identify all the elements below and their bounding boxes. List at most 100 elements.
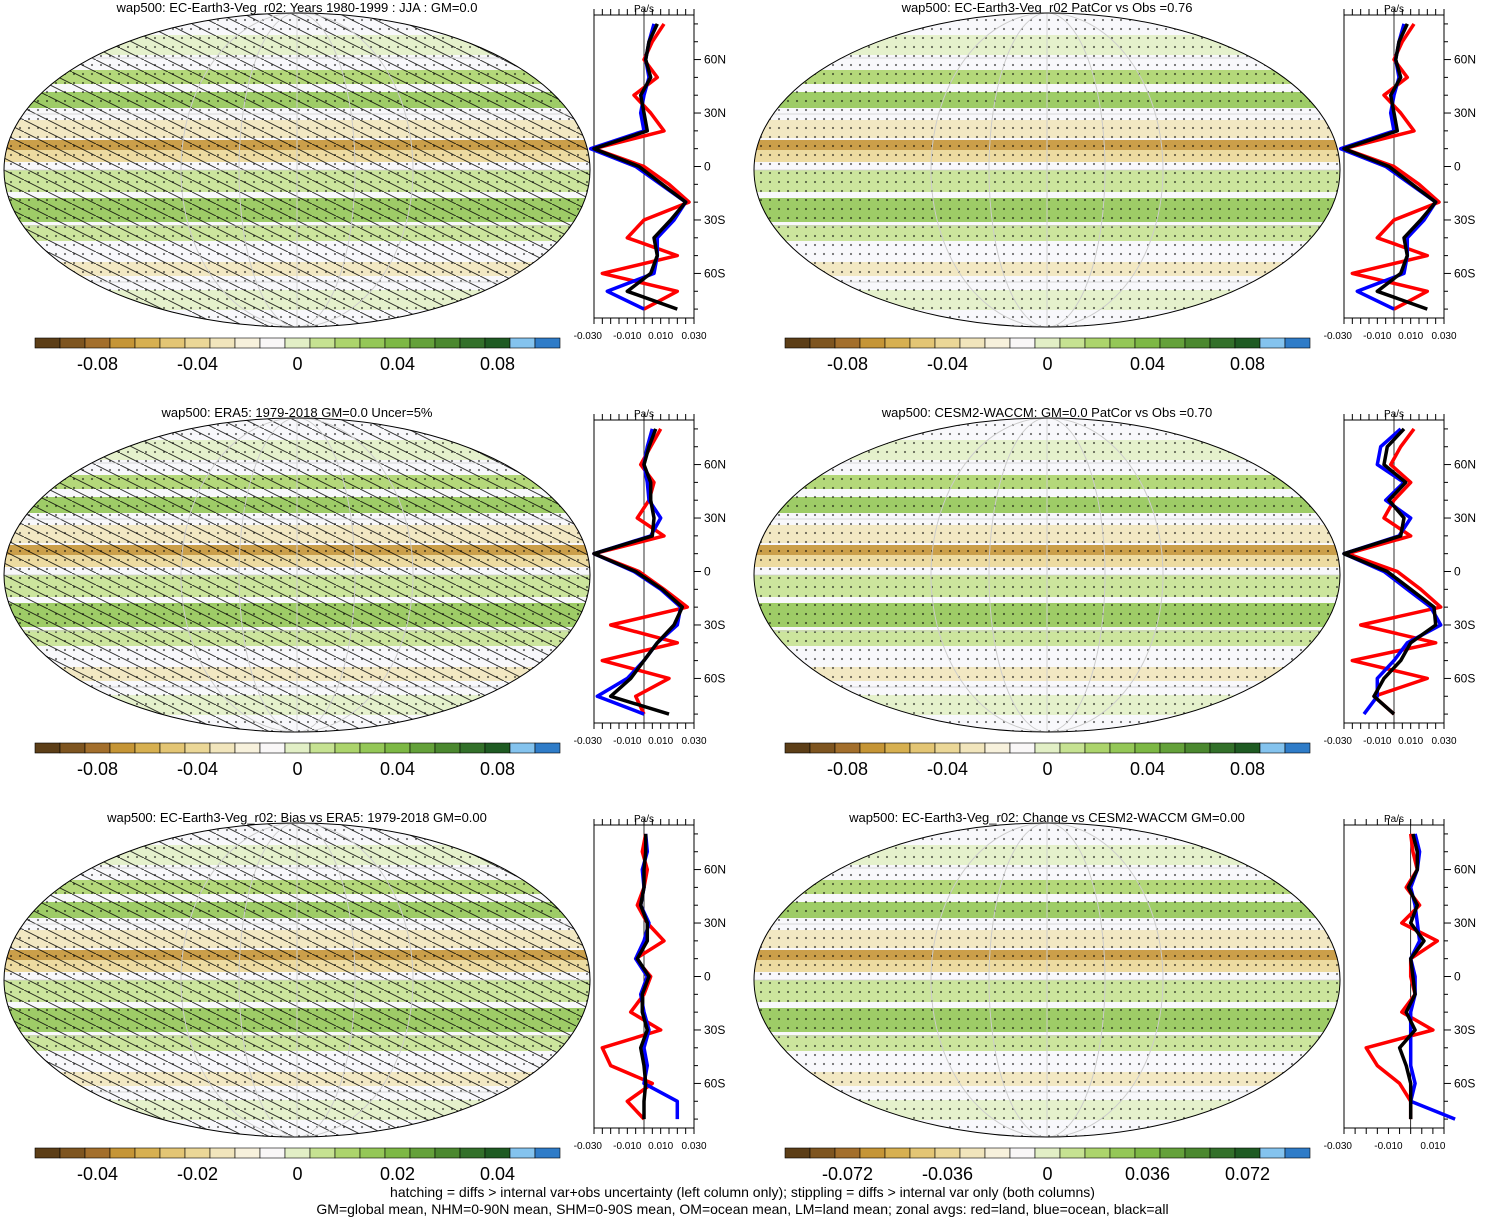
colorbar-label: 0.04 <box>380 759 415 779</box>
colorbar-swatch <box>184 742 211 754</box>
colorbar-swatch <box>534 1147 561 1159</box>
colorbar-swatch <box>1234 337 1261 349</box>
colorbar-swatch <box>1009 1147 1036 1159</box>
footer-note-legend: GM=global mean, NHM=0-90N mean, SHM=0-90… <box>316 1201 1169 1217</box>
colorbar-swatch <box>384 1147 411 1159</box>
colorbar-swatch <box>1284 337 1311 349</box>
colorbar-swatch <box>209 1147 236 1159</box>
colorbar: -0.08 -0.04 0 0.04 0.08 <box>34 337 561 374</box>
profile-ytick-label: 60N <box>1454 458 1476 472</box>
colorbar-swatch <box>409 337 436 349</box>
colorbar-swatch <box>259 337 286 349</box>
colorbar-swatch <box>334 337 361 349</box>
colorbar-swatch <box>384 742 411 754</box>
profile-ytick-label: 0 <box>1454 160 1461 174</box>
panel-title: wap500: EC-Earth3-Veg_r02 PatCor vs Obs … <box>901 0 1193 15</box>
colorbar-swatch <box>184 337 211 349</box>
colorbar-swatch <box>809 1147 836 1159</box>
panel-title: wap500: ERA5: 1979-2018 GM=0.0 Uncer=5% <box>160 405 432 420</box>
colorbar-swatch <box>1084 742 1111 754</box>
colorbar-swatch <box>434 742 461 754</box>
profile-xtick-label: -0.030 <box>1324 331 1353 342</box>
colorbar-swatch <box>909 1147 936 1159</box>
colorbar-label: -0.02 <box>177 1164 218 1184</box>
colorbar-swatch <box>1009 337 1036 349</box>
profile-ytick-label: 30S <box>1454 213 1475 227</box>
profile-ytick-label: 30N <box>1454 106 1476 120</box>
profile-xtick-label: -0.030 <box>1324 1141 1353 1152</box>
colorbar-swatch <box>934 337 961 349</box>
map-border <box>753 822 1341 1138</box>
profile-xtick-label: -0.010 <box>613 331 642 342</box>
colorbar-label: 0 <box>1042 354 1052 374</box>
colorbar-swatch <box>509 742 536 754</box>
colorbar-swatch <box>1059 742 1086 754</box>
colorbar-swatch <box>1034 742 1061 754</box>
colorbar-swatch <box>359 742 386 754</box>
profile-ytick-label: 30N <box>704 106 726 120</box>
panel-title: wap500: EC-Earth3-Veg_r02: Change vs CES… <box>848 810 1245 825</box>
profile-ytick-label: 60N <box>1454 863 1476 877</box>
profile-ytick-label: 0 <box>704 970 711 984</box>
profile-xtick-label: 0.010 <box>648 1141 673 1152</box>
profile-ytick-label: 60S <box>704 266 725 280</box>
colorbar: -0.08 -0.04 0 0.04 0.08 <box>784 742 1311 779</box>
colorbar-swatch <box>859 1147 886 1159</box>
profile-ytick-label: 0 <box>704 565 711 579</box>
colorbar-label: -0.08 <box>77 354 118 374</box>
colorbar-swatch <box>1034 337 1061 349</box>
colorbar-swatch <box>384 337 411 349</box>
colorbar-swatch <box>109 742 136 754</box>
profile-unit: Pa/s <box>1384 814 1404 825</box>
colorbar-swatch <box>1284 1147 1311 1159</box>
profile-line-land <box>592 22 691 311</box>
colorbar-label: 0 <box>292 354 302 374</box>
colorbar-swatch <box>1159 1147 1186 1159</box>
colorbar-swatch <box>534 742 561 754</box>
colorbar-swatch <box>1084 337 1111 349</box>
colorbar-swatch <box>909 742 936 754</box>
profile-line-land <box>600 833 666 1121</box>
colorbar-swatch <box>484 1147 511 1159</box>
profile-ytick-label: 30S <box>704 618 725 632</box>
colorbar-swatch <box>784 337 811 349</box>
colorbar-swatch <box>1184 1147 1211 1159</box>
colorbar-swatch <box>34 337 61 349</box>
profile-ytick-label: 60S <box>1454 671 1475 685</box>
colorbar-swatch <box>984 337 1011 349</box>
profile-ytick-label: 60N <box>1454 53 1476 67</box>
colorbar-swatch <box>209 742 236 754</box>
panel-title: wap500: EC-Earth3-Veg_r02: Years 1980-19… <box>116 0 478 15</box>
colorbar-label: 0.02 <box>380 1164 415 1184</box>
colorbar-swatch <box>834 337 861 349</box>
colorbar-label: 0.036 <box>1125 1164 1170 1184</box>
profile-xtick-label: 0.010 <box>1398 331 1423 342</box>
profile-line-all <box>1342 427 1438 716</box>
colorbar-swatch <box>959 742 986 754</box>
profile-ytick-label: 30S <box>1454 1023 1475 1037</box>
profile-ytick-label: 60N <box>704 53 726 67</box>
profile-ytick-label: 30N <box>704 916 726 930</box>
colorbar-swatch <box>284 742 311 754</box>
colorbar-label: 0.04 <box>1130 354 1165 374</box>
colorbar-label: -0.036 <box>922 1164 973 1184</box>
profile-ytick-label: 60N <box>704 863 726 877</box>
profile-line-land <box>1345 427 1443 716</box>
colorbar-label: 0.04 <box>480 1164 515 1184</box>
profile-ytick-label: 60N <box>704 458 726 472</box>
colorbar-swatch <box>509 1147 536 1159</box>
profile-ytick-label: 30S <box>704 213 725 227</box>
colorbar-swatch <box>1259 1147 1286 1159</box>
colorbar-swatch <box>34 742 61 754</box>
colorbar-swatch <box>1134 337 1161 349</box>
colorbar-label: 0 <box>292 1164 302 1184</box>
colorbar-swatch <box>1209 337 1236 349</box>
colorbar-swatch <box>834 742 861 754</box>
colorbar-swatch <box>484 742 511 754</box>
colorbar-swatch <box>909 337 936 349</box>
colorbar-swatch <box>309 1147 336 1159</box>
